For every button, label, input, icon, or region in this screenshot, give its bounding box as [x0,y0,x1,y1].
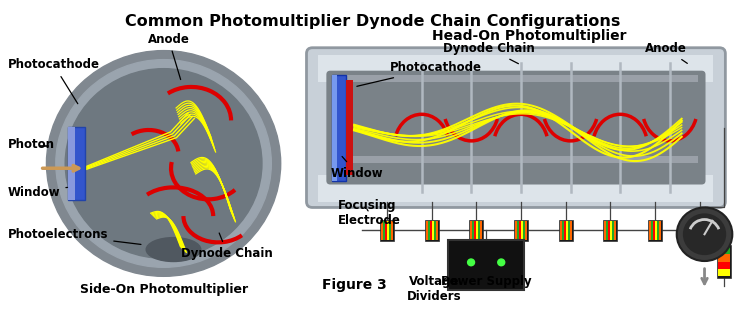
Bar [719,247,731,254]
Bar [380,220,394,241]
FancyBboxPatch shape [306,48,725,207]
Bar [655,221,657,240]
Bar [436,221,438,240]
Bar [525,221,527,240]
Bar [67,127,75,200]
Bar [695,221,698,240]
Text: Anode: Anode [148,33,190,80]
Bar [332,75,346,181]
Bar [477,221,478,240]
Text: Dynode Chain: Dynode Chain [443,42,535,64]
Bar [607,221,608,240]
Bar [563,221,565,240]
Bar [719,254,731,262]
Text: Photoelectrons: Photoelectrons [7,228,141,244]
Text: Dynode Chain: Dynode Chain [182,233,273,260]
Bar [424,220,438,241]
Bar [472,221,474,240]
Bar [471,221,472,240]
Bar [699,221,701,240]
Bar [717,245,731,278]
Bar [604,221,607,240]
Text: Photocathode: Photocathode [357,61,482,86]
Bar [701,221,704,240]
Circle shape [677,207,732,261]
Bar [389,221,391,240]
Circle shape [65,69,262,258]
Bar [523,221,525,240]
Circle shape [683,213,726,255]
Ellipse shape [146,238,201,262]
Bar [430,221,432,240]
Bar [387,221,389,240]
Bar [432,221,433,240]
Bar [515,221,517,240]
Bar [448,240,524,290]
Bar [719,262,731,269]
Bar [648,220,662,241]
Bar [568,221,569,240]
Bar [569,221,571,240]
Bar [383,221,385,240]
Bar [346,80,353,175]
Bar [426,221,427,240]
Bar [318,55,713,82]
Text: Voltage
Dividers: Voltage Dividers [407,275,462,303]
Bar [332,75,338,181]
Bar [604,220,617,241]
Bar [608,221,610,240]
Text: Photon: Photon [7,138,55,151]
Bar [385,221,387,240]
Text: Anode: Anode [645,42,687,63]
Text: Head-On Photomultiplier: Head-On Photomultiplier [432,29,626,43]
Text: Window: Window [7,186,67,199]
Text: Power Supply: Power Supply [441,275,531,288]
Bar [318,175,713,202]
Bar [469,220,483,241]
Bar [427,221,430,240]
Bar [614,221,616,240]
Bar [719,269,731,276]
Bar [517,221,519,240]
Text: Window: Window [330,156,383,179]
Bar [692,220,707,241]
Bar [381,221,383,240]
Bar [335,75,698,82]
Bar [610,221,613,240]
Text: Figure 3: Figure 3 [323,278,387,292]
Bar [519,221,521,240]
Circle shape [46,51,281,276]
Bar [67,127,85,200]
Bar [474,221,477,240]
Text: Photocathode: Photocathode [7,58,100,104]
Bar [335,156,698,164]
Bar [694,221,695,240]
Bar [565,221,568,240]
Bar [560,221,562,240]
Bar [391,221,393,240]
Bar [559,220,572,241]
FancyBboxPatch shape [326,71,705,184]
Bar [521,221,523,240]
Bar [657,221,659,240]
Bar [704,221,705,240]
Text: Focusing
Electrode: Focusing Electrode [338,199,401,227]
Circle shape [498,259,505,266]
Bar [651,221,653,240]
Circle shape [468,259,474,266]
Text: Side-On Photomultiplier: Side-On Photomultiplier [79,283,248,296]
Text: Common Photomultiplier Dynode Chain Configurations: Common Photomultiplier Dynode Chain Conf… [125,14,621,29]
Bar [649,221,651,240]
Bar [514,220,528,241]
Bar [659,221,661,240]
Circle shape [56,60,271,267]
Bar [613,221,614,240]
Bar [653,221,655,240]
Bar [480,221,482,240]
Bar [562,221,563,240]
Bar [698,221,699,240]
Bar [478,221,480,240]
Bar [433,221,436,240]
